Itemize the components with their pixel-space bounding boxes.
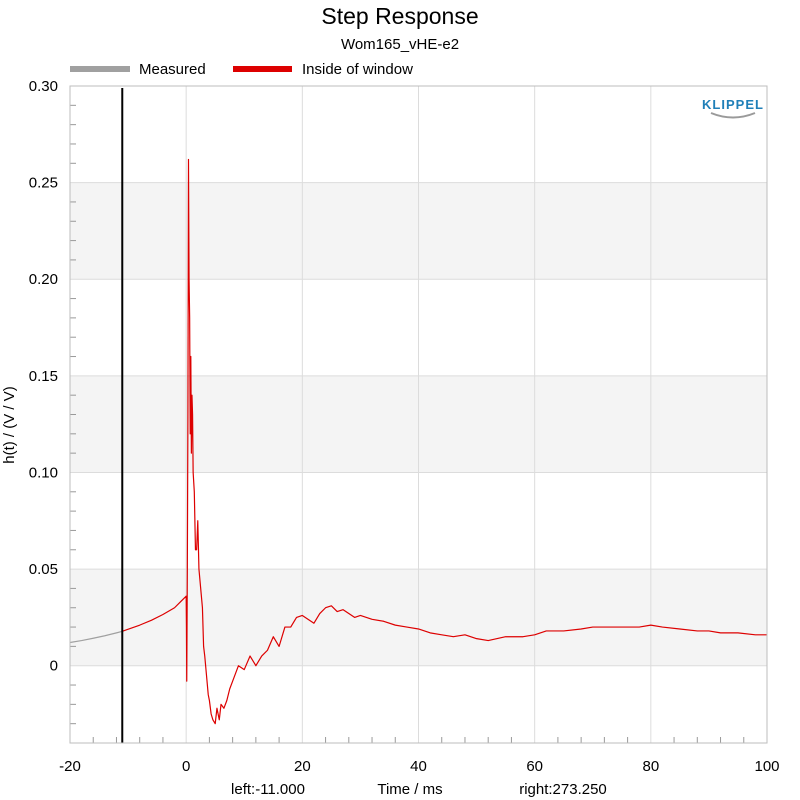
x-tick-label: 60 [526,758,543,775]
y-tick-label: 0 [50,658,58,675]
x-tick-label: 100 [754,758,779,775]
klippel-logo: KLIPPEL [702,97,764,119]
chart-subtitle: Wom165_vHE-e2 [341,36,459,53]
x-tick-label: 0 [182,758,190,775]
klippel-logo-text: KLIPPEL [702,97,764,112]
plot-frame [69,85,768,744]
series-line-measured [69,630,123,644]
x-tick-label: 80 [642,758,659,775]
series-layer [69,158,767,725]
y-tick-labels: 0 0.05 0.10 0.15 0.20 0.25 0.30 [29,78,58,675]
legend-label-inside-window: Inside of window [302,61,413,78]
y-axis-label: h(t) / (V / V) [1,386,18,464]
footer-right-value: right:273.250 [519,781,607,798]
y-tick-label: 0.10 [29,464,58,481]
chart-title: Step Response [321,3,478,29]
footer-left-value: left:-11.000 [231,781,305,798]
x-tick-labels: -20 0 20 40 60 80 100 [59,758,779,775]
y-tick-label: 0.20 [29,271,58,288]
klippel-logo-swoosh [710,112,756,119]
x-axis-label: Time / ms [377,781,442,798]
x-tick-label: -20 [59,758,81,775]
y-tick-label: 0.05 [29,561,58,578]
minor-ticks [70,104,745,744]
legend: Measured Inside of window [70,61,413,78]
y-tick-label: 0.30 [29,78,58,95]
legend-label-measured: Measured [139,61,206,78]
x-tick-label: 20 [294,758,311,775]
x-tick-label: 40 [410,758,427,775]
series-line-inside-window [122,158,767,725]
y-tick-label: 0.25 [29,175,58,192]
y-tick-label: 0.15 [29,368,58,385]
